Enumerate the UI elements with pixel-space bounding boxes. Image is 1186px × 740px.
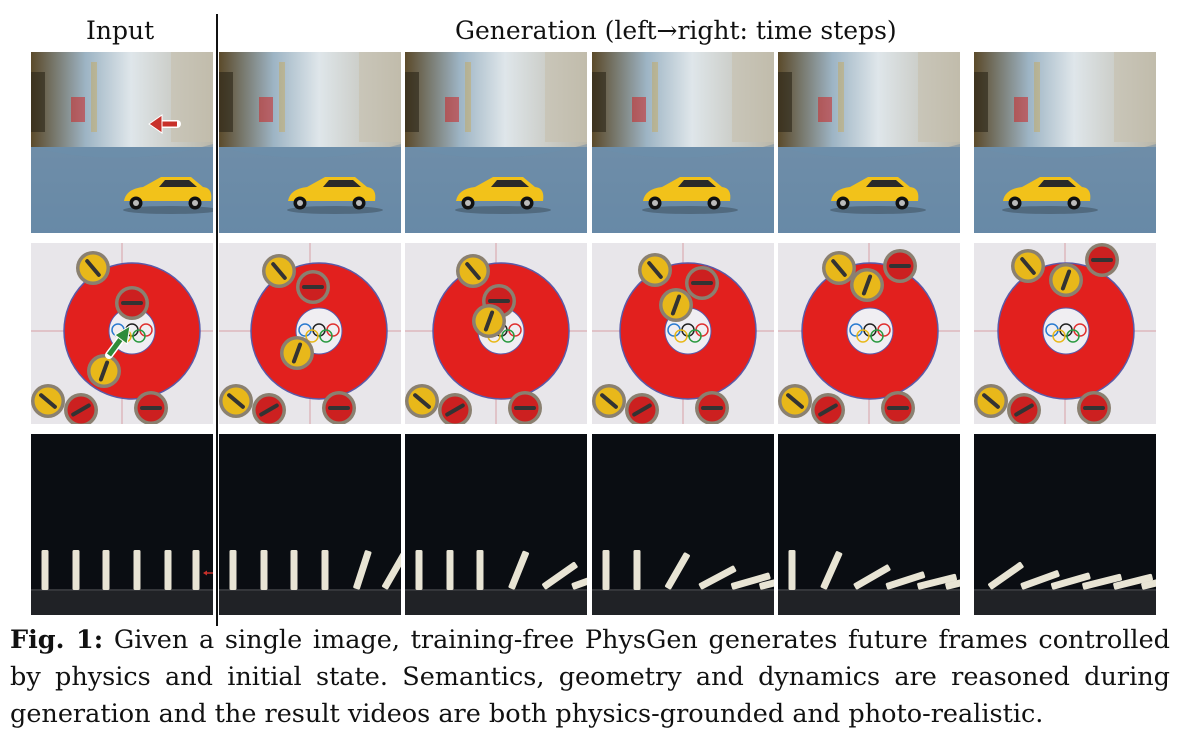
curling-stones-olympic-target-frame-6 bbox=[974, 243, 1156, 424]
domino bbox=[133, 550, 141, 590]
curling-stones-olympic-target-frame-5 bbox=[778, 243, 960, 424]
caption-text: Given a single image, training-free Phys… bbox=[10, 625, 1170, 729]
domino bbox=[788, 550, 796, 590]
curling-stone bbox=[322, 391, 356, 424]
curling-stone bbox=[850, 268, 884, 302]
curling-stone bbox=[405, 384, 439, 418]
curling-stone bbox=[881, 391, 915, 424]
domino bbox=[102, 550, 110, 590]
domino bbox=[664, 552, 690, 590]
domino bbox=[542, 561, 578, 590]
toy-car-frame-6 bbox=[974, 52, 1156, 233]
green-arrow-icon bbox=[105, 325, 131, 359]
figure-caption: Fig. 1: Given a single image, training-f… bbox=[10, 622, 1170, 733]
curling-stone bbox=[438, 393, 472, 424]
domino bbox=[508, 550, 530, 590]
curling-stone bbox=[1011, 249, 1045, 283]
curling-stone bbox=[508, 391, 542, 424]
red-arrow-icon bbox=[148, 114, 181, 134]
domino bbox=[446, 550, 454, 590]
curling-stone bbox=[974, 384, 1008, 418]
domino bbox=[192, 550, 200, 590]
domino bbox=[321, 550, 329, 590]
curling-stone bbox=[1077, 391, 1111, 424]
curling-stone bbox=[76, 251, 110, 285]
domino bbox=[945, 573, 960, 590]
curling-stone bbox=[456, 254, 490, 288]
domino bbox=[41, 550, 49, 590]
toy-car-frame-4 bbox=[592, 52, 774, 233]
curling-stones-olympic-target-frame-1 bbox=[31, 243, 213, 424]
curling-stone bbox=[1007, 393, 1041, 424]
dominoes-frame-2 bbox=[219, 434, 401, 615]
curling-stone bbox=[822, 251, 856, 285]
curling-stone bbox=[778, 384, 812, 418]
curling-stone bbox=[685, 266, 719, 300]
curling-stone bbox=[638, 253, 672, 287]
header-generation: Generation (left→right: time steps) bbox=[455, 16, 897, 45]
input-divider bbox=[216, 14, 218, 626]
toy-car-frame-5 bbox=[778, 52, 960, 233]
curling-stone bbox=[1085, 243, 1119, 277]
domino bbox=[353, 550, 372, 590]
curling-stone bbox=[472, 304, 506, 338]
domino bbox=[759, 573, 774, 590]
curling-stone bbox=[1049, 263, 1083, 297]
domino bbox=[602, 550, 610, 590]
toy-car-frame-1 bbox=[31, 52, 213, 233]
curling-stone bbox=[811, 393, 845, 424]
curling-stone bbox=[883, 249, 917, 283]
curling-stone bbox=[625, 393, 659, 424]
curling-stones-olympic-target-frame-3 bbox=[405, 243, 587, 424]
dominoes-frame-3 bbox=[405, 434, 587, 615]
curling-stone bbox=[592, 384, 626, 418]
curling-stone bbox=[87, 354, 121, 388]
domino bbox=[730, 572, 771, 590]
curling-stone bbox=[252, 393, 286, 424]
domino bbox=[1020, 570, 1060, 590]
curling-stone bbox=[280, 336, 314, 370]
domino bbox=[885, 571, 926, 590]
dominoes-frame-6 bbox=[974, 434, 1156, 615]
domino bbox=[72, 550, 80, 590]
domino bbox=[229, 550, 237, 590]
header-input: Input bbox=[86, 16, 155, 45]
curling-stone bbox=[31, 384, 65, 418]
domino bbox=[1113, 573, 1153, 590]
curling-stone bbox=[695, 391, 729, 424]
curling-stone bbox=[134, 391, 168, 424]
domino bbox=[164, 550, 172, 590]
caption-label: Fig. 1: bbox=[10, 625, 104, 655]
domino bbox=[476, 550, 484, 590]
domino bbox=[633, 550, 641, 590]
domino bbox=[917, 573, 957, 590]
toy-car-frame-3 bbox=[405, 52, 587, 233]
domino bbox=[381, 552, 401, 590]
domino bbox=[853, 564, 891, 590]
curling-stone bbox=[64, 393, 98, 424]
curling-stones-olympic-target-frame-4 bbox=[592, 243, 774, 424]
domino bbox=[820, 551, 843, 590]
domino bbox=[698, 565, 737, 590]
domino bbox=[571, 570, 587, 590]
curling-stone bbox=[115, 286, 149, 320]
curling-stone bbox=[296, 270, 330, 304]
toy-car-frame-2 bbox=[219, 52, 401, 233]
domino bbox=[1082, 573, 1122, 590]
dominoes-frame-1 bbox=[31, 434, 213, 615]
domino bbox=[260, 550, 268, 590]
dominoes-frame-4 bbox=[592, 434, 774, 615]
domino bbox=[988, 561, 1024, 590]
curling-stone bbox=[262, 254, 296, 288]
domino bbox=[290, 550, 298, 590]
dominoes-frame-5 bbox=[778, 434, 960, 615]
domino bbox=[415, 550, 423, 590]
small-red-arrow-icon bbox=[203, 570, 213, 576]
domino bbox=[1050, 572, 1091, 590]
domino bbox=[1141, 573, 1156, 590]
curling-stone bbox=[659, 288, 693, 322]
curling-stone bbox=[219, 384, 253, 418]
curling-stones-olympic-target-frame-2 bbox=[219, 243, 401, 424]
